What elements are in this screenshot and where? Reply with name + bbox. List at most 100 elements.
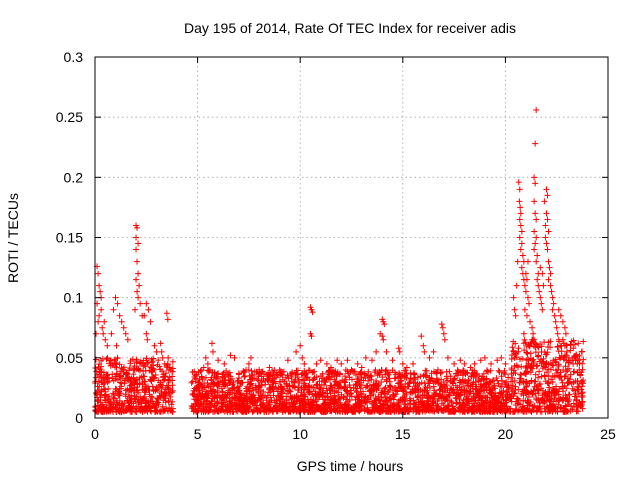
data-point [258,379,265,386]
data-point [406,400,413,407]
data-point [122,377,129,384]
data-point [163,310,170,317]
data-point [224,370,231,377]
data-point [195,382,202,389]
data-point [164,377,171,384]
data-point [545,258,552,265]
data-point [239,405,246,412]
data-point [391,375,398,382]
data-point [238,379,245,386]
data-point [281,401,288,408]
data-point [532,140,539,147]
data-point [521,282,528,289]
data-point [570,337,577,344]
data-point [494,377,501,384]
data-point [523,349,530,356]
data-point [436,392,443,399]
data-point [450,386,457,393]
data-point [579,389,586,396]
data-point [193,371,200,378]
data-point [240,369,247,376]
data-point [541,372,548,379]
data-point [327,364,334,371]
data-point [543,210,550,217]
data-point [213,400,220,407]
data-point [545,373,552,380]
data-point [544,392,551,399]
data-point [231,354,238,361]
data-point [533,258,540,265]
data-point [488,360,495,367]
data-point [95,378,102,385]
data-point [552,358,559,365]
data-point [329,398,336,405]
x-tick-label: 0 [91,426,99,442]
data-point [579,348,586,355]
data-point [106,360,113,367]
data-point [102,375,109,382]
data-point [503,378,510,385]
data-point [168,389,175,396]
data-point [140,357,147,364]
data-point [157,366,164,373]
data-point [269,386,276,393]
data-point [379,374,386,381]
data-point [126,375,133,382]
data-point [164,407,171,414]
data-point [425,392,432,399]
data-point [468,396,475,403]
data-point [306,388,313,395]
data-point [128,404,135,411]
data-point [426,354,433,361]
data-point [354,360,361,367]
data-point [537,264,544,271]
data-point [525,300,532,307]
data-point [522,378,529,385]
y-tick-label: 0.1 [64,290,84,306]
data-point [502,397,509,404]
data-point [562,372,569,379]
data-point [481,354,488,361]
data-point [515,179,522,186]
data-point [319,389,326,396]
data-point [514,395,521,402]
data-point [389,367,396,374]
data-point [508,398,515,405]
data-point [446,392,453,399]
data-point [568,380,575,387]
data-point [209,348,216,355]
data-point [559,379,566,386]
data-point [437,382,444,389]
data-point [411,370,418,377]
data-point [440,330,447,337]
data-point [475,388,482,395]
data-point [414,374,421,381]
data-point [556,354,563,361]
data-point [300,377,307,384]
data-point [443,382,450,389]
data-point [528,339,535,346]
data-point [93,374,100,381]
data-point [189,369,196,376]
data-point [156,363,163,370]
data-point [517,204,524,211]
data-point [421,400,428,407]
data-point [514,258,521,265]
data-point [306,367,313,374]
y-tick-label: 0.15 [56,230,83,246]
data-point [144,360,151,367]
data-point [310,369,317,376]
data-point [219,389,226,396]
data-point [323,385,330,392]
data-point [344,390,351,397]
data-point [97,288,104,295]
data-point [456,401,463,408]
data-point [332,368,339,375]
data-point [562,363,569,370]
data-point [120,366,127,373]
data-point [356,403,363,410]
data-point [554,343,561,350]
data-point [93,330,100,337]
data-point [266,364,273,371]
data-point [210,380,217,387]
